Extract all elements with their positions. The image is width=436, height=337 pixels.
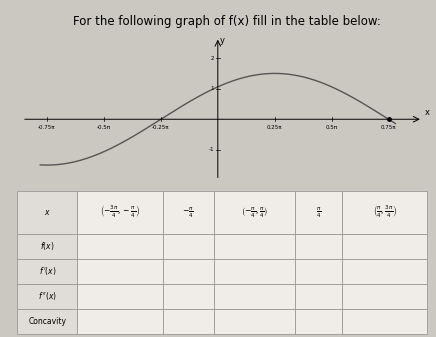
Text: $-\frac{\pi}{4}$: $-\frac{\pi}{4}$ [182,205,194,219]
Bar [77,309,163,334]
Bar [295,284,342,309]
Text: $x$: $x$ [44,208,51,217]
Bar [295,309,342,334]
Text: 1: 1 [211,86,214,91]
Text: Concavity: Concavity [28,317,66,326]
Bar [214,284,295,309]
Bar [163,234,214,258]
Bar [163,284,214,309]
Bar [17,191,77,234]
Text: $f\,'(x)$: $f\,'(x)$ [38,265,56,277]
Bar [17,284,77,309]
Text: $\left(-\frac{\pi}{4}, \frac{\pi}{4}\right)$: $\left(-\frac{\pi}{4}, \frac{\pi}{4}\rig… [241,205,268,219]
Text: $f(x)$: $f(x)$ [40,240,54,252]
Text: 0.25π: 0.25π [267,125,283,130]
Bar [295,258,342,284]
Bar [163,309,214,334]
Bar [17,309,77,334]
Text: -0.25π: -0.25π [152,125,170,130]
Text: For the following graph of f(x) fill in the table below:: For the following graph of f(x) fill in … [73,15,381,28]
Text: $\left(-\frac{3\pi}{4}, -\frac{\pi}{4}\right)$: $\left(-\frac{3\pi}{4}, -\frac{\pi}{4}\r… [100,204,140,220]
Bar [342,284,427,309]
Text: 2: 2 [211,56,214,61]
Text: -1: -1 [209,147,214,152]
Text: 0.75π: 0.75π [381,125,396,130]
Bar [214,191,295,234]
Bar [214,258,295,284]
Bar [342,258,427,284]
Text: x: x [425,108,430,117]
Text: $\frac{\pi}{4}$: $\frac{\pi}{4}$ [316,205,321,219]
Bar [77,234,163,258]
Text: -0.5π: -0.5π [97,125,111,130]
Text: $f\,''(x)$: $f\,''(x)$ [38,290,57,302]
Bar [342,191,427,234]
Bar [163,258,214,284]
Text: y: y [220,36,225,45]
Bar [295,191,342,234]
Bar [77,258,163,284]
Bar [17,258,77,284]
Bar [163,191,214,234]
Bar [342,309,427,334]
Text: -0.75π: -0.75π [38,125,56,130]
Bar [214,234,295,258]
Bar [77,191,163,234]
Text: $\left(\frac{\pi}{4}, \frac{3\pi}{4}\right)$: $\left(\frac{\pi}{4}, \frac{3\pi}{4}\rig… [372,204,397,220]
Bar [17,234,77,258]
Bar [77,284,163,309]
Bar [214,309,295,334]
Text: 0.5π: 0.5π [326,125,338,130]
Bar [342,234,427,258]
Bar [295,234,342,258]
